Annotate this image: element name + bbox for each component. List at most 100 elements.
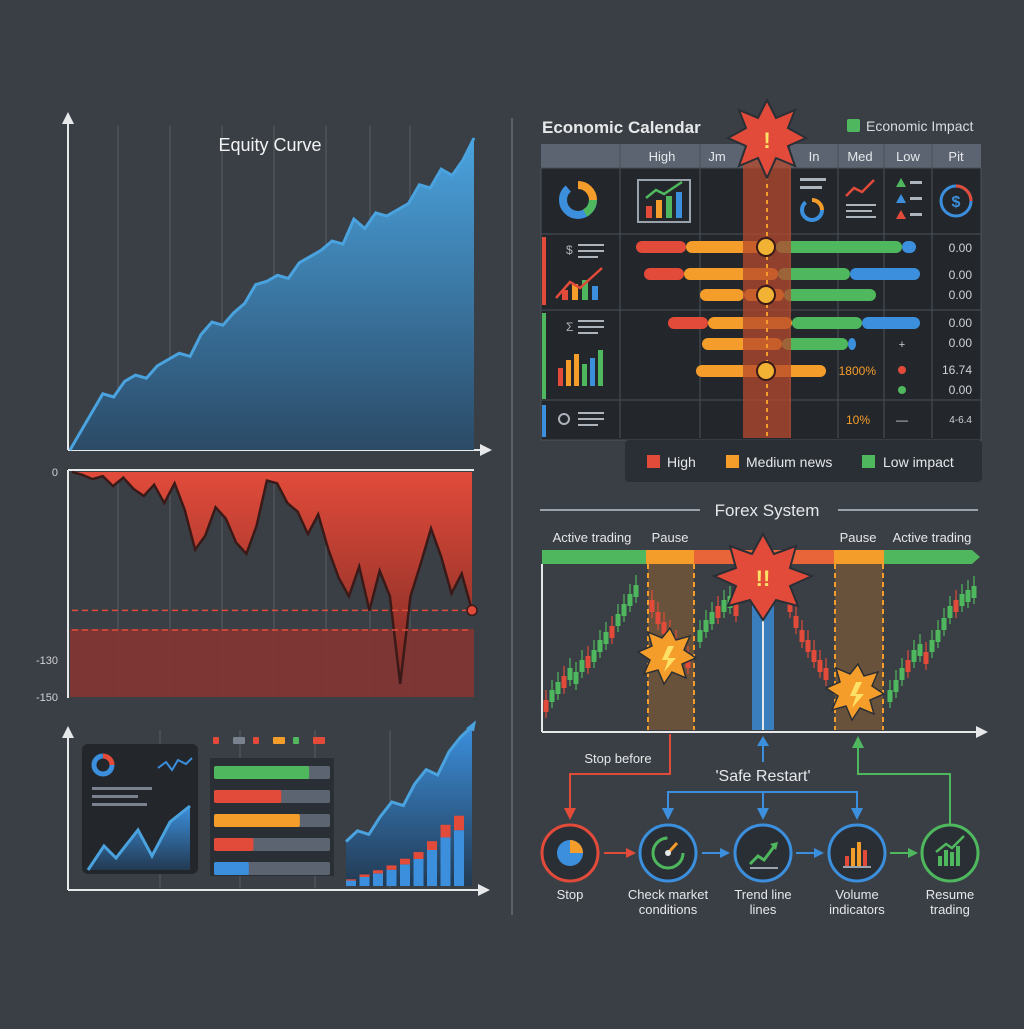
impact-knob[interactable] xyxy=(756,361,776,381)
mini-volume-bar xyxy=(400,864,410,886)
calendar-header-5: Pit xyxy=(948,149,964,164)
mini-volume-bar-top xyxy=(454,815,464,831)
candle-body xyxy=(905,660,911,672)
burst-icon-1 xyxy=(636,626,698,686)
mini-bar xyxy=(214,814,300,827)
mini-volume-bar xyxy=(386,869,397,886)
svg-text:$: $ xyxy=(952,194,961,211)
impact-bar-segment xyxy=(668,317,708,329)
candle-body xyxy=(721,600,727,612)
cal-value-3: 0.00 xyxy=(949,288,973,302)
candle-body xyxy=(597,640,603,652)
mini-volume-bar-top xyxy=(386,865,397,870)
candle-body xyxy=(555,682,561,694)
mini-legend xyxy=(213,737,325,744)
mini-volume-bar-top xyxy=(440,824,451,838)
dollar-icon: $ xyxy=(939,184,973,218)
step-check-label-2: conditions xyxy=(639,902,698,917)
candle-body xyxy=(959,594,965,606)
candle-body xyxy=(899,668,905,680)
candle-body xyxy=(543,700,549,712)
step-resume-label-1: Resume xyxy=(926,887,974,902)
volume-bars-icon xyxy=(558,350,603,386)
candle-body xyxy=(793,616,799,628)
candle-body xyxy=(917,644,923,656)
mini-legend-swatch xyxy=(213,737,219,744)
step-resume[interactable] xyxy=(920,823,980,883)
dollar-list-icon: $ xyxy=(566,243,604,258)
impact-knob[interactable] xyxy=(756,285,776,305)
impact-knob[interactable] xyxy=(756,237,776,257)
band-active-1 xyxy=(542,550,646,564)
legend-low-swatch xyxy=(862,455,875,468)
impact-bar-segment xyxy=(784,289,876,301)
band-pause-2 xyxy=(834,550,884,564)
impact-bar-segment xyxy=(782,338,848,350)
drawdown-tick-0: 0 xyxy=(52,467,58,479)
candle-body xyxy=(935,630,941,642)
trend-up-icon xyxy=(845,179,876,218)
candle-body xyxy=(971,586,977,598)
cal-value-8: 4-6.4 xyxy=(949,415,972,426)
gauge-icon xyxy=(651,836,685,870)
mini-legend-swatch xyxy=(273,737,285,744)
candle-body xyxy=(811,650,817,662)
mini-volume-bar-top xyxy=(346,879,356,881)
step-volume-label-2: indicators xyxy=(829,902,885,917)
drawdown-tick-150: -150 xyxy=(36,692,58,704)
impact-bar-segment xyxy=(776,241,902,253)
impact-bar-segment xyxy=(848,338,856,350)
impact-bar-segment xyxy=(700,289,744,301)
step-stop-label: Stop xyxy=(557,887,584,902)
forex-alert-text: !! xyxy=(756,566,771,591)
calendar-header-4: Low xyxy=(896,149,920,164)
cal-value-5: 0.00 xyxy=(949,336,973,350)
band-label-pause-1: Pause xyxy=(652,530,689,545)
equity-chart: Equity Curve xyxy=(62,112,492,456)
candle-body xyxy=(893,680,899,692)
candle-body xyxy=(911,650,917,662)
calendar-alert-icon: ! xyxy=(725,97,809,181)
volume-icon xyxy=(843,842,871,868)
band-label-active-2: Active trading xyxy=(893,530,972,545)
step-trend-lines[interactable] xyxy=(733,823,793,883)
mini-volume-bar-top xyxy=(373,870,383,874)
mini-legend-swatch xyxy=(313,737,325,744)
forex-title: Forex System xyxy=(715,501,820,520)
band-active-2 xyxy=(884,550,980,564)
mini-legend-swatch xyxy=(253,737,259,744)
equity-plot xyxy=(68,137,476,451)
mini-x-arrow xyxy=(478,884,490,896)
forex-alert-icon: !! xyxy=(711,531,815,622)
trend-icon xyxy=(748,842,778,869)
cal-value-1: 0.00 xyxy=(949,241,973,255)
legend-low-label: Low impact xyxy=(883,454,954,470)
drawdown-tick-130: -130 xyxy=(36,655,58,667)
mini-volume-bar-top xyxy=(427,841,437,850)
candle-body xyxy=(703,620,709,632)
mini-y-arrow xyxy=(62,726,74,738)
step-trend-label-2: lines xyxy=(750,902,777,917)
impact-bar-segment xyxy=(778,268,850,280)
mini-bar xyxy=(214,838,254,851)
mini-volume-bar xyxy=(359,877,370,886)
impact-bar-segment xyxy=(902,241,916,253)
calendar-header-2: In xyxy=(809,149,820,164)
step-check-market[interactable] xyxy=(638,823,698,883)
mini-volume-bar xyxy=(413,859,424,886)
cal-dot-green xyxy=(898,386,906,394)
mini-volume-bar xyxy=(346,880,356,886)
candle-body xyxy=(609,626,615,638)
candle-body xyxy=(627,594,633,606)
step-stop[interactable] xyxy=(540,823,600,883)
legend-medium-swatch xyxy=(726,455,739,468)
equity-y-arrow xyxy=(62,112,74,124)
step-check-label-1: Check market xyxy=(628,887,709,902)
resume-arrow xyxy=(857,744,951,824)
growth-chart-icon xyxy=(637,179,691,223)
step-volume[interactable] xyxy=(827,823,887,883)
impact-bar-segment xyxy=(636,241,686,253)
calendar-legend xyxy=(625,440,982,482)
candle-body xyxy=(655,612,661,624)
